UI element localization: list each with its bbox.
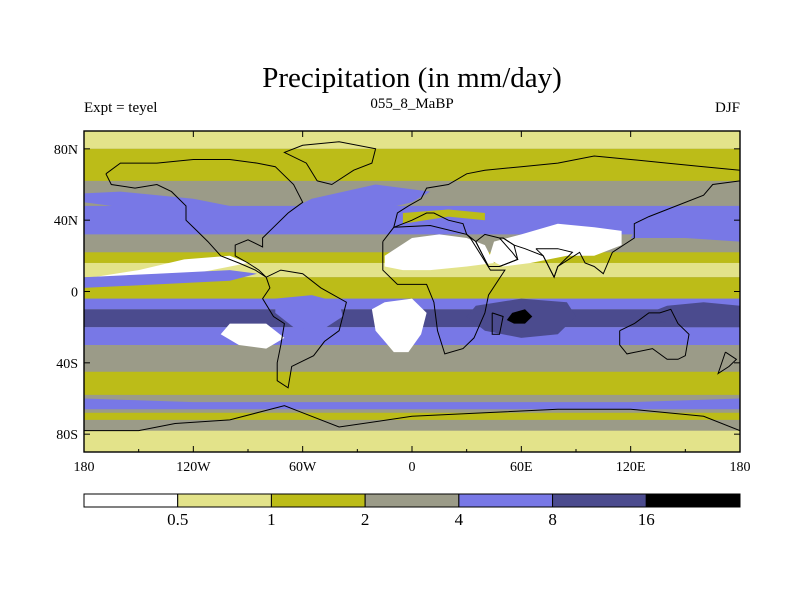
colorbar-label-1: 1	[267, 510, 276, 529]
y-tick-label-4: 80S	[56, 428, 78, 443]
region-north-atlantic-storm-track	[275, 184, 431, 228]
coastline-greenland	[283, 141, 377, 186]
coastline-india	[535, 248, 574, 279]
zonal-band-7	[84, 277, 740, 299]
region-arabia-central-asia-dry	[488, 223, 622, 267]
coastline-antarctica	[84, 405, 740, 432]
zonal-band-11	[84, 345, 740, 372]
y-tick-label-1: 40N	[54, 214, 78, 229]
x-axis: 180 120W 60W 0 60E 120E 180	[74, 131, 751, 475]
colorbar-box-5	[552, 493, 647, 508]
x-tick-label-4: 60E	[510, 460, 533, 475]
region-south-atlantic-dry	[371, 298, 427, 353]
zonal-band-1	[84, 148, 740, 181]
y-axis: 80N 40N 0 40S 80S	[54, 143, 740, 443]
colorbar-label-2: 2	[361, 510, 370, 529]
center-string: 055_8_MaBP	[370, 96, 453, 112]
left-string: Expt = teyel	[84, 100, 157, 116]
colorbar-box-4	[458, 493, 554, 508]
x-tick-label-1: 120W	[176, 460, 211, 475]
precipitation-field	[84, 131, 740, 452]
region-south-pacific-high-dry	[220, 323, 285, 349]
colorbar-label-4: 8	[548, 510, 557, 529]
x-tick-label-3: 0	[409, 460, 416, 475]
x-tick-label-0: 180	[74, 460, 95, 475]
colorbar-box-6	[645, 493, 741, 508]
zonal-band-0	[84, 131, 740, 149]
region-amazon-wet	[275, 295, 343, 331]
coastlines	[84, 141, 740, 432]
colorbar-label-0: 0.5	[167, 510, 188, 529]
region-tropical-north-pacific-wet	[84, 270, 258, 288]
coastline-madagascar	[491, 312, 504, 335]
colorbar-label-5: 16	[638, 510, 655, 529]
coastline-australia	[619, 308, 690, 360]
coastline-arabia-bump	[475, 233, 519, 267]
coastline-north-america	[105, 159, 304, 278]
region-north-pacific-storm-track	[84, 191, 239, 213]
x-tick-label-2: 60W	[289, 460, 317, 475]
region-mediterranean-wet-strip	[402, 209, 485, 224]
zonal-band-15	[84, 430, 740, 452]
colorbar-label-3: 4	[455, 510, 464, 529]
region-southern-ocean-wet	[84, 398, 740, 410]
colorbar-box-2	[270, 493, 366, 508]
colorbar-box-1	[177, 493, 272, 508]
x-tick-label-5: 120E	[616, 460, 646, 475]
zonal-band-12	[84, 371, 740, 395]
region-north-africa-dry	[384, 234, 494, 271]
region-west-pacific-wet	[630, 213, 740, 242]
region-south-pacific-convergence	[639, 302, 740, 328]
y-tick-label-2: 0	[71, 286, 78, 301]
right-string: DJF	[715, 100, 740, 116]
y-tick-label-3: 40S	[56, 357, 78, 372]
colorbar: 0.5 1 2 4 8 16	[83, 493, 741, 529]
coastline-new-zealand	[717, 351, 738, 375]
region-antarctic-gray	[84, 419, 740, 431]
region-indian-ocean-max	[506, 309, 533, 324]
coastline-south-america	[262, 269, 347, 389]
y-tick-label-0: 80N	[54, 143, 78, 158]
x-tick-label-6: 180	[730, 460, 751, 475]
colorbar-box-0	[83, 493, 179, 508]
coastline-africa	[382, 224, 506, 355]
colorbar-box-3	[364, 493, 460, 508]
chart-title: Precipitation (in mm/day)	[262, 62, 562, 94]
